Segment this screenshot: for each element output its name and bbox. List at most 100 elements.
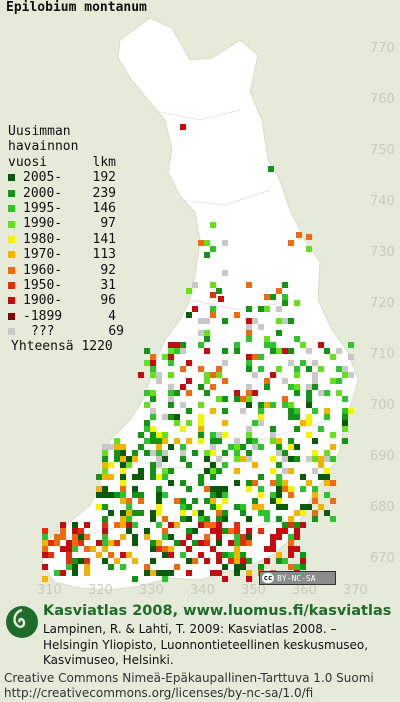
observation-dot xyxy=(288,318,294,324)
observation-dot xyxy=(246,456,252,462)
observation-dot xyxy=(150,546,156,552)
observation-dot xyxy=(42,540,48,546)
observation-dot xyxy=(168,552,174,558)
observation-dot xyxy=(222,240,228,246)
observation-dot xyxy=(330,516,336,522)
kasviatlas-logo-icon xyxy=(6,606,38,638)
observation-dot xyxy=(186,288,192,294)
total-label: Yhteensä xyxy=(11,339,74,355)
observation-dot xyxy=(234,444,240,450)
observation-dot xyxy=(276,444,282,450)
observation-dot xyxy=(246,354,252,360)
observation-dot xyxy=(258,474,264,480)
observation-dot xyxy=(156,474,162,480)
observation-dot xyxy=(324,408,330,414)
observation-dot xyxy=(324,474,330,480)
observation-dot xyxy=(144,348,150,354)
observation-dot xyxy=(234,546,240,552)
observation-dot xyxy=(174,540,180,546)
observation-dot xyxy=(150,450,156,456)
observation-dot xyxy=(246,384,252,390)
observation-dot xyxy=(216,366,222,372)
observation-dot xyxy=(138,492,144,498)
observation-dots xyxy=(42,124,354,582)
legend-total: Yhteensä 1220 xyxy=(11,339,124,355)
observation-dot xyxy=(252,462,258,468)
observation-dot xyxy=(150,570,156,576)
observation-dot xyxy=(150,390,156,396)
observation-dot xyxy=(192,528,198,534)
observation-dot xyxy=(150,474,156,480)
observation-dot xyxy=(336,378,342,384)
observation-dot xyxy=(84,534,90,540)
observation-dot xyxy=(156,438,162,444)
license-line-1: Creative Commons Nimeä-Epäkaupallinen-Ta… xyxy=(4,671,374,685)
legend-header-line-3: vuosi xyxy=(8,154,48,170)
observation-dot xyxy=(198,432,204,438)
observation-dot xyxy=(342,372,348,378)
observation-dot xyxy=(288,444,294,450)
observation-dot xyxy=(258,402,264,408)
observation-dot xyxy=(312,408,318,414)
observation-dot xyxy=(270,492,276,498)
observation-dot xyxy=(222,420,228,426)
observation-dot xyxy=(294,456,300,462)
observation-dot xyxy=(102,522,108,528)
observation-dot xyxy=(102,444,108,450)
observation-dot xyxy=(252,438,258,444)
observation-dot xyxy=(216,558,222,564)
observation-dot xyxy=(216,540,222,546)
observation-dot xyxy=(330,498,336,504)
observation-dot xyxy=(240,534,246,540)
observation-dot xyxy=(210,504,216,510)
observation-dot xyxy=(246,450,252,456)
observation-dot xyxy=(288,384,294,390)
observation-dot xyxy=(282,318,288,324)
observation-dot xyxy=(240,564,246,570)
observation-dot xyxy=(84,564,90,570)
observation-dot xyxy=(168,546,174,552)
observation-dot xyxy=(156,462,162,468)
observation-dot xyxy=(234,450,240,456)
observation-dot xyxy=(204,468,210,474)
observation-dot xyxy=(222,318,228,324)
observation-dot xyxy=(186,360,192,366)
legend-count: 31 xyxy=(100,277,116,293)
observation-dot xyxy=(294,366,300,372)
observation-dot xyxy=(234,522,240,528)
observation-dot xyxy=(156,510,162,516)
observation-dot xyxy=(96,552,102,558)
observation-dot xyxy=(234,438,240,444)
y-tick-label: 690 xyxy=(370,449,395,464)
observation-dot xyxy=(150,372,156,378)
observation-dot xyxy=(42,528,48,534)
observation-dot xyxy=(264,402,270,408)
legend-item: 1950- 31 xyxy=(8,278,124,293)
observation-dot xyxy=(342,408,348,414)
observation-dot xyxy=(258,366,264,372)
observation-dot xyxy=(120,516,126,522)
observation-dot xyxy=(180,552,186,558)
observation-dot xyxy=(108,510,114,516)
observation-dot xyxy=(180,348,186,354)
observation-dot xyxy=(342,426,348,432)
cc-license-badge: cc BY-NC-SA xyxy=(259,571,336,585)
observation-dot xyxy=(162,468,168,474)
observation-dot xyxy=(246,570,252,576)
observation-dot xyxy=(264,516,270,522)
observation-dot xyxy=(186,438,192,444)
observation-dot xyxy=(288,522,294,528)
observation-dot xyxy=(240,396,246,402)
observation-dot xyxy=(282,402,288,408)
observation-dot xyxy=(246,318,252,324)
observation-dot xyxy=(150,516,156,522)
observation-dot xyxy=(276,450,282,456)
observation-dot xyxy=(270,498,276,504)
observation-dot xyxy=(246,396,252,402)
observation-dot xyxy=(246,282,252,288)
observation-dot xyxy=(264,510,270,516)
legend-item: 1970- 113 xyxy=(8,247,124,262)
observation-dot xyxy=(210,444,216,450)
observation-dot xyxy=(126,462,132,468)
observation-dot xyxy=(330,456,336,462)
